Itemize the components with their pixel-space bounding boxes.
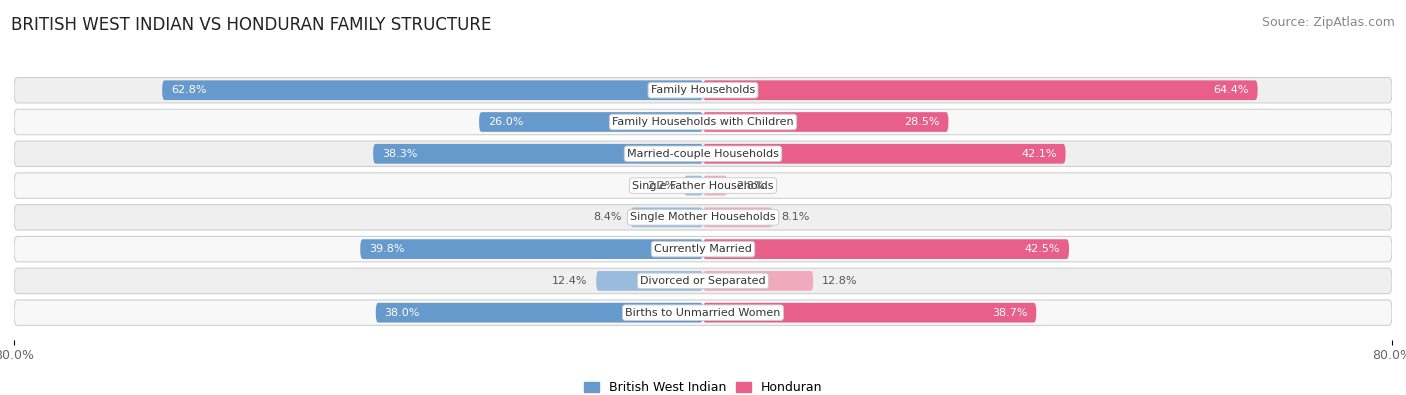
- FancyBboxPatch shape: [703, 176, 727, 196]
- FancyBboxPatch shape: [14, 268, 1392, 293]
- Text: BRITISH WEST INDIAN VS HONDURAN FAMILY STRUCTURE: BRITISH WEST INDIAN VS HONDURAN FAMILY S…: [11, 16, 492, 34]
- FancyBboxPatch shape: [703, 239, 1069, 259]
- Text: 8.4%: 8.4%: [593, 213, 621, 222]
- Text: Currently Married: Currently Married: [654, 244, 752, 254]
- Text: 26.0%: 26.0%: [488, 117, 523, 127]
- FancyBboxPatch shape: [703, 144, 1066, 164]
- Text: Family Households with Children: Family Households with Children: [612, 117, 794, 127]
- Text: 42.1%: 42.1%: [1021, 149, 1057, 159]
- FancyBboxPatch shape: [703, 271, 813, 291]
- FancyBboxPatch shape: [703, 303, 1036, 323]
- Text: 42.5%: 42.5%: [1025, 244, 1060, 254]
- FancyBboxPatch shape: [373, 144, 703, 164]
- FancyBboxPatch shape: [360, 239, 703, 259]
- FancyBboxPatch shape: [162, 80, 703, 100]
- Text: 2.2%: 2.2%: [647, 181, 675, 190]
- Text: Source: ZipAtlas.com: Source: ZipAtlas.com: [1261, 16, 1395, 29]
- FancyBboxPatch shape: [703, 112, 949, 132]
- Text: Divorced or Separated: Divorced or Separated: [640, 276, 766, 286]
- FancyBboxPatch shape: [703, 207, 773, 227]
- Text: 12.8%: 12.8%: [823, 276, 858, 286]
- Legend: British West Indian, Honduran: British West Indian, Honduran: [583, 381, 823, 394]
- Text: 39.8%: 39.8%: [368, 244, 405, 254]
- FancyBboxPatch shape: [14, 141, 1392, 166]
- FancyBboxPatch shape: [14, 300, 1392, 325]
- FancyBboxPatch shape: [596, 271, 703, 291]
- Text: 62.8%: 62.8%: [170, 85, 207, 95]
- Text: 2.8%: 2.8%: [735, 181, 765, 190]
- Text: 12.4%: 12.4%: [553, 276, 588, 286]
- Text: Births to Unmarried Women: Births to Unmarried Women: [626, 308, 780, 318]
- FancyBboxPatch shape: [703, 80, 1257, 100]
- FancyBboxPatch shape: [14, 77, 1392, 103]
- Text: 38.3%: 38.3%: [382, 149, 418, 159]
- FancyBboxPatch shape: [14, 237, 1392, 262]
- Text: 64.4%: 64.4%: [1213, 85, 1249, 95]
- FancyBboxPatch shape: [479, 112, 703, 132]
- Text: Single Father Households: Single Father Households: [633, 181, 773, 190]
- FancyBboxPatch shape: [631, 207, 703, 227]
- FancyBboxPatch shape: [14, 205, 1392, 230]
- FancyBboxPatch shape: [375, 303, 703, 323]
- Text: Family Households: Family Households: [651, 85, 755, 95]
- FancyBboxPatch shape: [685, 176, 703, 196]
- FancyBboxPatch shape: [14, 109, 1392, 135]
- Text: 38.7%: 38.7%: [993, 308, 1028, 318]
- Text: 38.0%: 38.0%: [384, 308, 420, 318]
- Text: 8.1%: 8.1%: [782, 213, 810, 222]
- Text: 28.5%: 28.5%: [904, 117, 939, 127]
- Text: Single Mother Households: Single Mother Households: [630, 213, 776, 222]
- FancyBboxPatch shape: [14, 173, 1392, 198]
- Text: Married-couple Households: Married-couple Households: [627, 149, 779, 159]
